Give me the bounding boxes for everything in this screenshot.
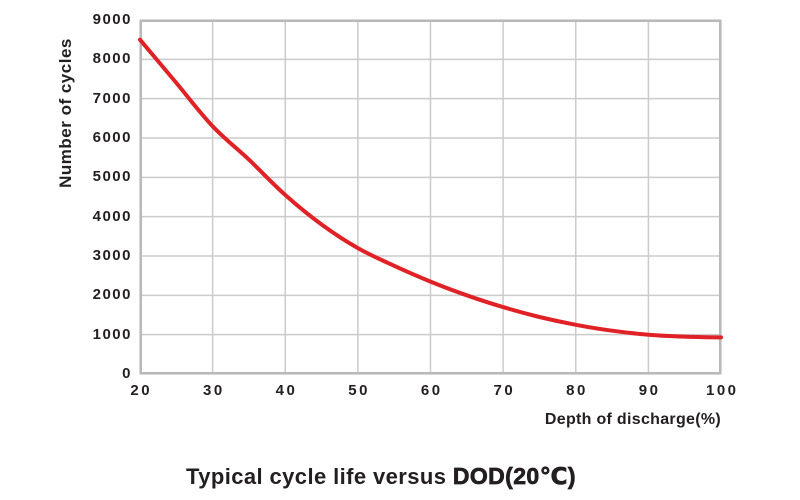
chart-title-main: Typical cycle life versus bbox=[186, 464, 453, 489]
y-tick-label: 0 bbox=[122, 365, 132, 382]
x-tick-label: 80 bbox=[566, 382, 588, 399]
plot-area bbox=[138, 19, 723, 375]
x-tick-label: 60 bbox=[420, 382, 443, 399]
y-tick-label: 2000 bbox=[92, 286, 132, 304]
x-tick-label: 100 bbox=[705, 382, 739, 399]
x-tick-label: 50 bbox=[348, 382, 370, 399]
x-tick-label: 20 bbox=[130, 382, 153, 399]
y-tick-label: 7000 bbox=[92, 89, 132, 107]
x-axis-title: Depth of discharge(%) bbox=[544, 411, 721, 428]
y-tick-label: 4000 bbox=[92, 207, 132, 225]
x-tick-label: 90 bbox=[638, 382, 661, 399]
y-tick-label: 8000 bbox=[92, 50, 132, 68]
chart-title-bold: DOD(20℃) bbox=[452, 463, 576, 490]
y-tick-label: 1000 bbox=[92, 325, 132, 343]
y-tick-label: 3000 bbox=[92, 247, 132, 264]
chart-title: Typical cycle life versus DOD(20℃) bbox=[0, 463, 762, 490]
cycle-life-curve bbox=[138, 37, 723, 340]
x-tick-label: 40 bbox=[275, 382, 298, 399]
plot-border bbox=[140, 20, 721, 374]
x-tick-label: 70 bbox=[493, 382, 516, 399]
y-tick-label: 5000 bbox=[92, 168, 132, 186]
y-tick-label: 6000 bbox=[92, 129, 132, 146]
y-tick-label: 9000 bbox=[92, 11, 132, 28]
x-tick-label: 30 bbox=[203, 382, 225, 399]
